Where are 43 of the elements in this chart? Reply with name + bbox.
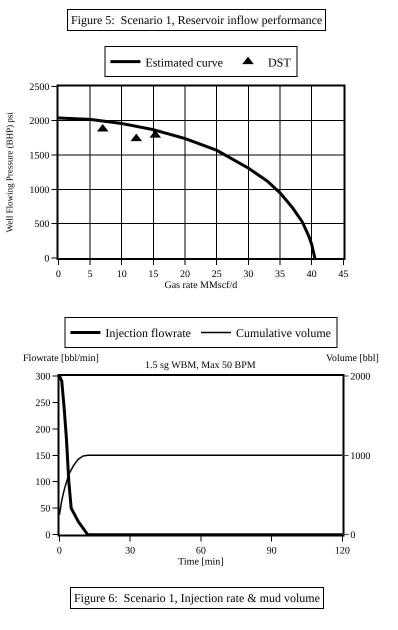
y-tick-label: 1500	[29, 150, 50, 162]
x-tick-label: 20	[180, 269, 190, 280]
y-tick-label: 200	[35, 424, 50, 436]
x-tick-label: 15	[148, 269, 158, 280]
y2-tick-label: 2000	[350, 371, 370, 382]
x-axis-title: Gas rate MMscf/d	[164, 280, 238, 292]
x-tick-label: 90	[266, 546, 277, 557]
x-tick-label: 0	[56, 269, 61, 280]
y-tick-label: 500	[34, 219, 50, 230]
x-tick-label: 25	[212, 269, 222, 280]
y-tick-label: 250	[35, 398, 50, 409]
legend-label: Cumulative volume	[236, 326, 332, 340]
x-tick-label: 10	[116, 269, 127, 280]
text: 1.5 sg WBM, Max 50 BPM	[145, 360, 256, 371]
x-tick-label: 40	[306, 269, 317, 280]
x-tick-label: 45	[338, 269, 348, 280]
chart-title: Figure 5: Scenario 1, Reservoir inflow performance	[71, 13, 322, 27]
x-tick-label: 60	[196, 546, 206, 557]
legend-label: Injection flowrate	[105, 326, 192, 340]
y-tick-label: 50	[40, 504, 50, 515]
legend-label: DST	[268, 55, 292, 70]
x-tick-label: 30	[243, 269, 254, 280]
x-tick-label: 120	[334, 546, 350, 557]
y-tick-label: 100	[35, 477, 50, 488]
x-axis-title: Time [min]	[178, 556, 224, 568]
y2-tick-label: 0	[350, 530, 356, 542]
y-tick-label: 0	[44, 254, 50, 265]
text: Figure 6: Scenario 1, Injection rate & mud volume	[74, 591, 320, 605]
y2-tick-label: 1000	[350, 450, 370, 462]
x-tick-label: 35	[275, 269, 286, 280]
y-tick-label: 300	[35, 371, 50, 382]
y-tick-label: 0	[45, 530, 50, 542]
legend-label: Estimated curve	[145, 55, 224, 70]
y-axis-title: Well Flowing Pressure (BHP) psi	[4, 112, 14, 232]
y-tick-label: 150	[35, 450, 50, 462]
x-tick-label: 30	[125, 546, 136, 557]
y-tick-label: 2000	[29, 116, 50, 128]
x-tick-label: 0	[56, 546, 62, 557]
y-tick-label: 2500	[29, 82, 50, 93]
y-tick-label: 1000	[29, 184, 50, 196]
x-tick-label: 5	[88, 269, 93, 280]
y2-axis-title: Volume [bbl]	[326, 353, 379, 364]
y-axis-title: Flowrate [bbl/min]	[23, 353, 99, 364]
